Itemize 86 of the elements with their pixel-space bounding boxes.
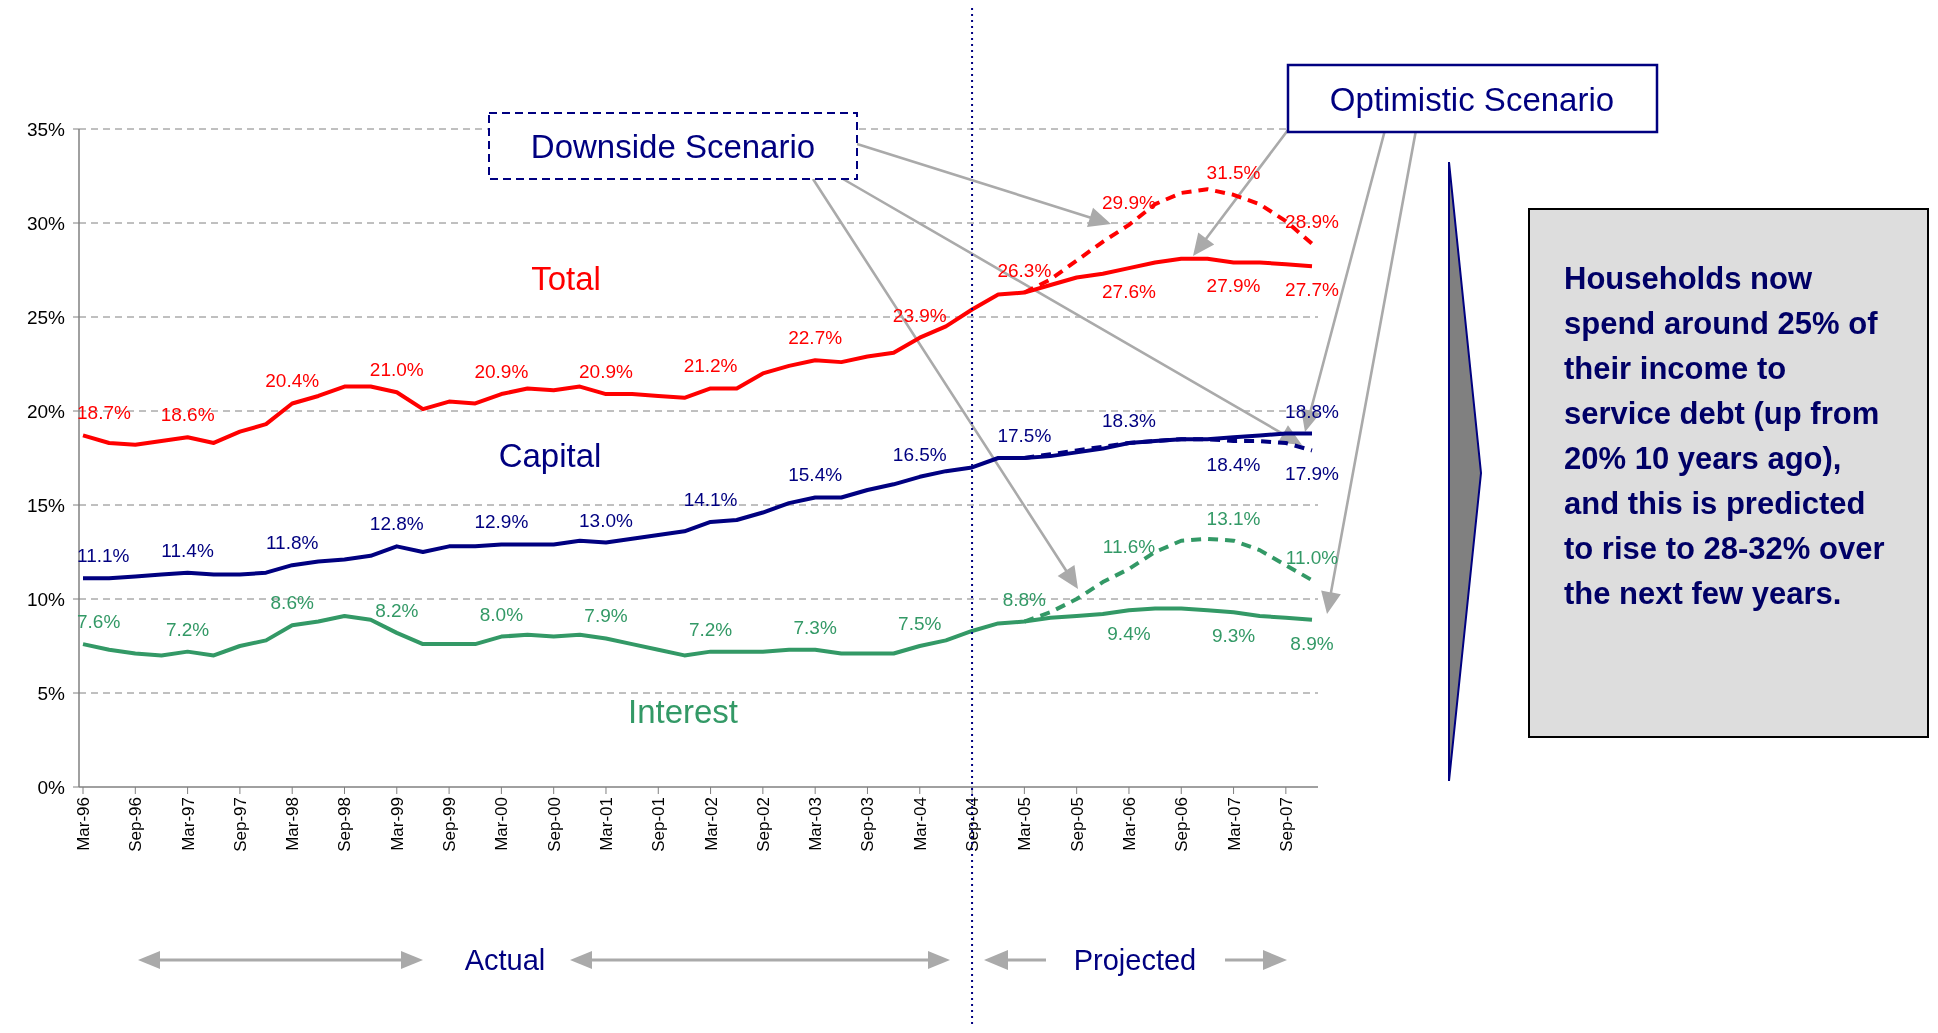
y-tick-label: 0% [37, 777, 66, 798]
x-tick-label: Mar-01 [596, 797, 616, 851]
x-tick-label: Sep-99 [440, 797, 460, 852]
x-tick-label: Sep-04 [963, 797, 983, 852]
data-label: 11.8% [265, 532, 319, 554]
y-tick-label: 15% [26, 495, 66, 516]
text: Capital [498, 437, 602, 474]
x-tick-label: Sep-07 [1276, 797, 1296, 852]
data-label: 27.6% [1102, 281, 1156, 303]
x-tick-label: Mar-04 [910, 797, 930, 851]
data-label: 11.4% [161, 539, 214, 561]
data-label: 17.5% [997, 425, 1052, 446]
x-tick-label: Sep-00 [544, 797, 564, 852]
x-tick-label: Mar-99 [387, 797, 407, 851]
text: Households now spend around 25% of their income to service debt (up from 20% 10 years ago), and this is predicted to rise to 28-32% over the next few years. [1564, 260, 1886, 613]
data-label: 12.8% [369, 513, 424, 535]
annotation: Downside Scenario [530, 128, 816, 165]
data-label: 13.0% [579, 509, 634, 531]
x-tick-label: Sep-02 [753, 797, 773, 852]
data-label: 7.3% [793, 616, 837, 638]
data-label: 20.9% [474, 361, 529, 383]
data-label: 21.2% [683, 355, 738, 377]
data-label: 18.6% [160, 404, 215, 426]
data-label: 20.4% [265, 370, 320, 392]
data-label: 26.3% [997, 259, 1052, 281]
data-label: 8.0% [479, 603, 524, 625]
x-tick-label: Mar-05 [1015, 797, 1035, 851]
x-tick-label: Mar-96 [74, 797, 93, 851]
x-tick-label: Mar-03 [806, 797, 826, 851]
data-label: 11.6% [1102, 535, 1156, 557]
data-label: 7.5% [898, 613, 942, 634]
data-label: 7.2% [688, 618, 733, 640]
data-label: 21.0% [369, 359, 424, 381]
data-label: 13.1% [1206, 507, 1261, 529]
data-label: 27.7% [1285, 279, 1340, 301]
data-label: 18.4% [1206, 454, 1261, 476]
x-tick-label: Mar-98 [283, 797, 303, 851]
x-tick-label: Sep-98 [335, 797, 355, 852]
text: Optimistic Scenario [1329, 81, 1615, 118]
x-tick-label: Mar-02 [701, 797, 721, 851]
data-label: 18.3% [1102, 409, 1156, 431]
data-label: 8.6% [270, 592, 314, 614]
data-label: 11.1% [77, 545, 130, 567]
x-tick-label: Mar-06 [1119, 797, 1139, 851]
data-label: 9.4% [1107, 623, 1151, 645]
x-tick-label: Sep-01 [649, 797, 669, 852]
data-label: 16.5% [892, 443, 947, 465]
data-label: 27.9% [1206, 275, 1261, 297]
data-label: 8.2% [375, 599, 419, 621]
data-label: 28.9% [1285, 210, 1340, 232]
text: Projected [1073, 944, 1197, 976]
data-label: 17.9% [1285, 463, 1340, 485]
data-label: 18.8% [1285, 400, 1340, 422]
data-label: 7.2% [165, 618, 210, 640]
y-tick-label: 30% [26, 213, 66, 234]
text: Total [531, 260, 601, 297]
x-tick-label: Sep-06 [1172, 797, 1192, 852]
data-label: 9.3% [1211, 625, 1256, 647]
data-label: 12.9% [474, 511, 529, 533]
x-tick-label: Sep-96 [126, 797, 146, 852]
y-tick-label: 20% [26, 401, 66, 422]
data-label: 22.7% [788, 327, 843, 349]
data-label: 7.6% [77, 611, 121, 633]
data-label: 7.9% [584, 605, 628, 627]
x-tick-label: Sep-97 [230, 797, 250, 852]
data-label: 31.5% [1206, 161, 1261, 183]
data-label: 29.9% [1102, 191, 1156, 213]
series-label: Interest [627, 693, 739, 730]
text: Actual [464, 944, 546, 976]
data-label: 20.9% [579, 361, 634, 383]
x-tick-label: Mar-97 [178, 797, 198, 851]
data-label: 23.9% [892, 304, 947, 326]
data-label: 18.7% [77, 402, 131, 424]
x-tick-label: Sep-05 [1067, 797, 1087, 852]
data-label: 8.8% [1002, 588, 1047, 610]
y-tick-label: 10% [26, 589, 66, 610]
data-label: 11.0% [1285, 547, 1339, 569]
data-label: 15.4% [788, 464, 843, 486]
y-tick-label: 35% [26, 119, 66, 140]
data-label: 8.9% [1290, 632, 1334, 654]
x-tick-label: Mar-00 [492, 797, 512, 851]
data-label: 14.1% [683, 488, 738, 510]
y-tick-label: 25% [26, 307, 66, 328]
x-tick-label: Sep-03 [858, 797, 878, 852]
x-tick-label: Mar-07 [1224, 797, 1244, 851]
y-tick-label: 5% [37, 683, 66, 704]
